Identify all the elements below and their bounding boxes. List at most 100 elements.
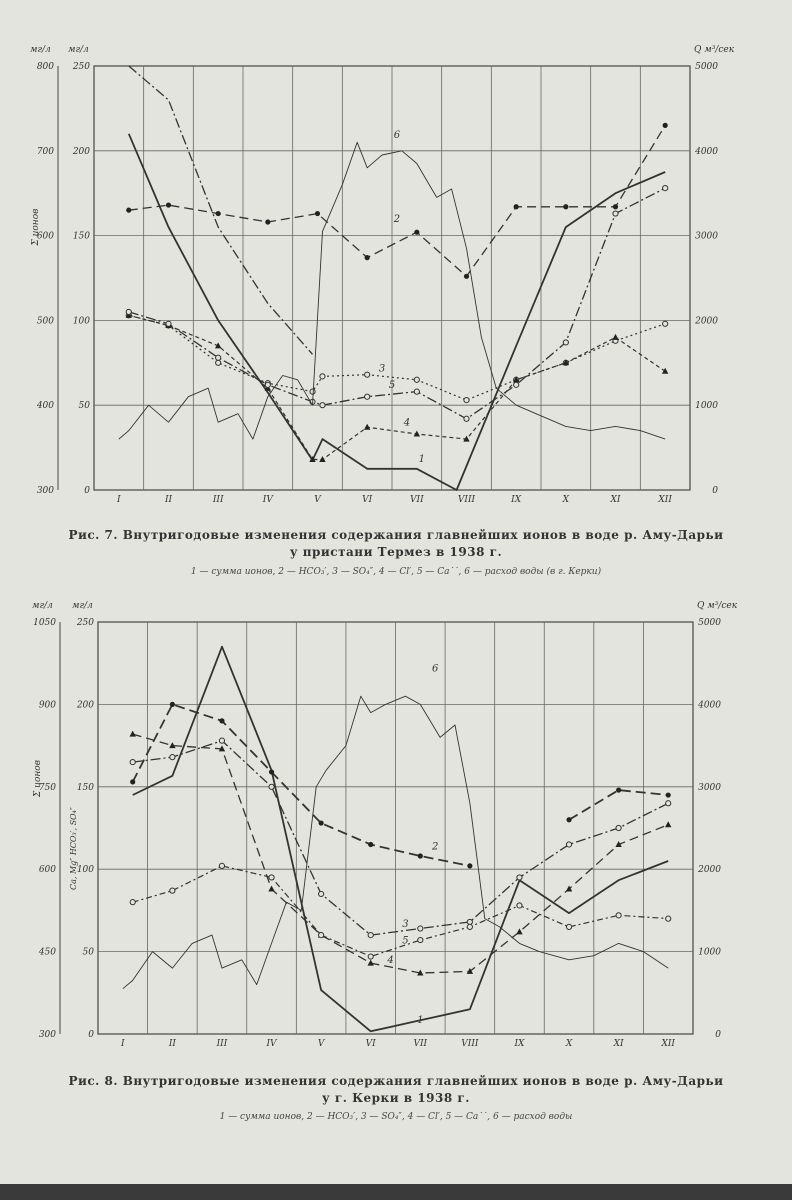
- series-point: [612, 204, 619, 210]
- series-point: [309, 388, 316, 395]
- right-tick-label: 2000: [694, 316, 718, 326]
- series-label-1: 1: [417, 1015, 423, 1026]
- month-tick-label: I: [120, 1039, 125, 1049]
- series-point: [169, 742, 176, 749]
- series-point: [309, 455, 316, 462]
- series-label-2: 2: [393, 214, 400, 225]
- series-point: [566, 817, 572, 823]
- series-point: [662, 320, 669, 327]
- series-point: [218, 862, 226, 870]
- series-label-3: 3: [402, 919, 408, 930]
- series-point: [215, 354, 222, 361]
- series-point: [463, 415, 470, 422]
- month-tick-label: IX: [513, 1039, 525, 1049]
- right-axis-unit: Q м³/сек: [694, 45, 735, 55]
- series-label-4: 4: [403, 418, 410, 429]
- figure-7-caption-line1: Рис. 7. Внутригодовые изменения содержан…: [68, 528, 724, 542]
- series-point: [319, 373, 326, 380]
- left-inner-tick-label: 50: [79, 401, 91, 411]
- series-point: [126, 207, 132, 213]
- series-line-3: [132, 740, 669, 936]
- figure-8-caption-line2: у г. Керки в 1938 г.: [322, 1091, 470, 1105]
- series-point: [214, 342, 222, 349]
- series-point: [218, 737, 226, 744]
- series-line-6: [122, 695, 669, 990]
- series-point: [466, 923, 473, 930]
- right-tick-label: 5000: [695, 62, 718, 72]
- month-tick-label: V: [318, 1039, 326, 1049]
- right-tick-label: 0: [715, 1030, 721, 1040]
- series-point: [169, 701, 175, 708]
- series-point: [615, 912, 622, 919]
- month-tick-label: VI: [362, 495, 372, 505]
- series-line-6: [118, 141, 666, 440]
- left-outer-axis-unit: мг/л: [30, 45, 51, 55]
- series-point: [129, 730, 136, 737]
- series-point: [367, 932, 374, 939]
- series-point: [662, 122, 668, 128]
- right-tick-label: 5000: [698, 618, 721, 628]
- series-point: [364, 371, 371, 378]
- series-line-1: [132, 645, 669, 1033]
- left-inner-tick-label: 0: [88, 1030, 94, 1040]
- series-point: [516, 928, 523, 935]
- series-point: [463, 435, 470, 442]
- series-label-6: 6: [394, 130, 401, 141]
- left-inner-axis-unit: мг/л: [68, 45, 89, 55]
- series-point: [363, 423, 371, 430]
- right-tick-label: 0: [712, 486, 718, 496]
- series-point: [612, 210, 619, 217]
- month-tick-label: X: [562, 495, 570, 505]
- series-point: [665, 800, 672, 807]
- month-tick-label: VII: [413, 1039, 427, 1049]
- series-point: [563, 204, 569, 210]
- series-point: [413, 388, 420, 395]
- series-point: [417, 925, 424, 932]
- left-outer-tick-label: 800: [37, 62, 54, 72]
- series-label-4: 4: [386, 955, 393, 966]
- figure-8-chart: I II III IV V VI VII VIII IX X XI XII10509007506004…: [32, 601, 738, 1049]
- month-tick-label: VIII: [458, 495, 476, 505]
- left-inner-tick-label: 150: [77, 783, 94, 793]
- left-outer-tick-label: 500: [37, 316, 54, 326]
- series-point: [665, 821, 672, 828]
- left-outer-axis-title: Σ ионов: [33, 760, 43, 798]
- series-point: [463, 397, 470, 404]
- month-tick-label: X: [565, 1039, 573, 1049]
- left-inner-axis-unit: мг/л: [72, 601, 93, 611]
- right-tick-label: 4000: [694, 147, 718, 157]
- left-inner-tick-label: 250: [72, 62, 90, 72]
- left-inner-tick-label: 100: [77, 865, 94, 875]
- series-line-4: [132, 733, 669, 974]
- series-point: [565, 841, 573, 848]
- left-outer-tick-label: 300: [39, 1030, 56, 1040]
- left-outer-tick-label: 450: [38, 948, 56, 958]
- series-point: [268, 885, 275, 892]
- series-point: [562, 339, 569, 346]
- month-tick-label: II: [164, 495, 173, 505]
- series-point: [417, 853, 423, 859]
- right-axis-unit: Q м³/сек: [697, 601, 738, 611]
- month-tick-label: XI: [610, 495, 621, 505]
- series-point: [616, 787, 622, 793]
- series-point: [565, 923, 573, 930]
- series-point: [413, 376, 420, 383]
- series-point: [169, 754, 176, 761]
- series-point: [319, 402, 326, 409]
- figure-8-caption-line1: Рис. 8. Внутригодовые изменения содержан…: [68, 1074, 724, 1088]
- month-tick-label: IV: [262, 495, 275, 505]
- series-point: [318, 932, 325, 939]
- series-point: [661, 367, 669, 374]
- series-point: [512, 376, 520, 383]
- series-point: [268, 874, 275, 881]
- series-point: [662, 185, 669, 192]
- series-point: [219, 718, 225, 724]
- series-point: [565, 885, 573, 892]
- month-tick-label: V: [314, 495, 322, 505]
- series-point: [264, 381, 271, 388]
- month-tick-label: XI: [613, 1039, 624, 1049]
- series-label-5: 5: [389, 380, 395, 391]
- series-label-6: 6: [432, 663, 439, 674]
- left-outer-tick-label: 1050: [33, 618, 56, 628]
- series-point: [665, 792, 671, 798]
